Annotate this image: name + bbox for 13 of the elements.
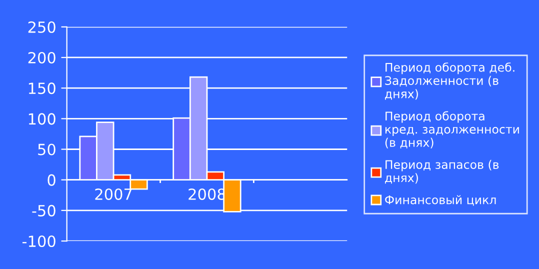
y-tick-label: 0 — [48, 174, 56, 186]
y-tick-label: 150 — [28, 82, 56, 94]
y-tick-label: -100 — [22, 235, 56, 248]
legend-label: Период запасов (в днях) — [385, 160, 499, 184]
legend-label: Период оборота деб. Задолженности (в днях) — [385, 62, 514, 100]
y-tick-label: 200 — [28, 52, 56, 64]
legend-label: Финансовый цикл — [385, 195, 496, 206]
x-tick-label: 2007 — [95, 188, 132, 200]
y-tick-label: -50 — [32, 204, 56, 216]
legend-label: Период оборота кред. задолженности (в днях) — [385, 111, 519, 148]
y-tick-label: 250 — [28, 21, 56, 33]
y-tick-label: 100 — [28, 113, 56, 125]
y-tick-label: 50 — [38, 144, 56, 156]
